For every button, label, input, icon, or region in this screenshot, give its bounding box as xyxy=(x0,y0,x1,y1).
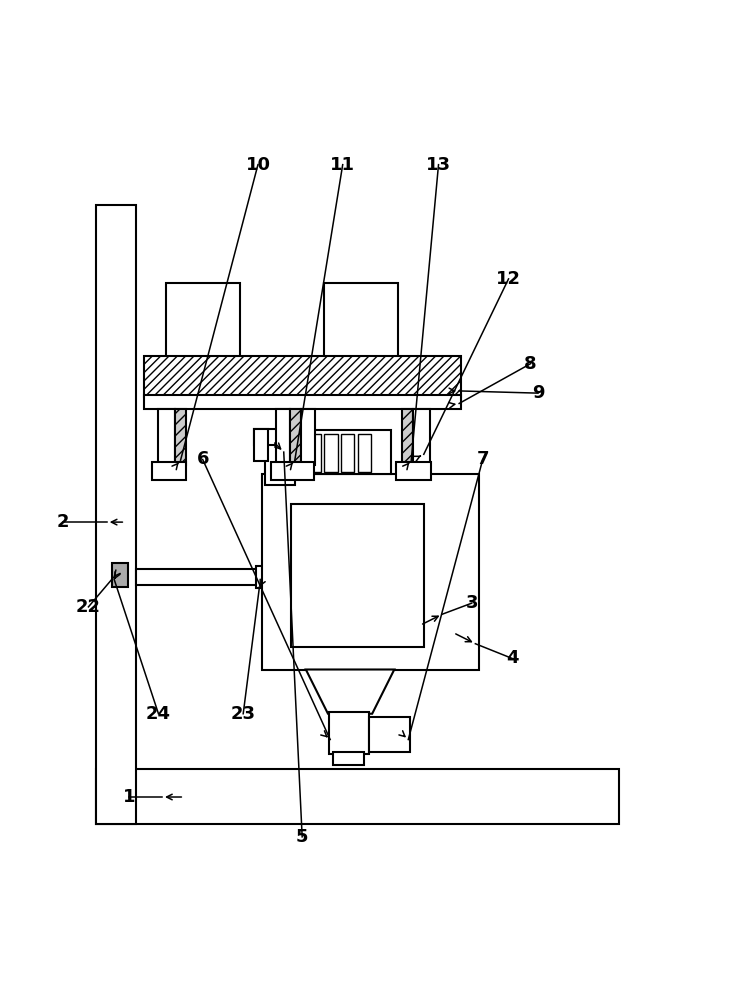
Bar xyxy=(290,409,301,465)
Text: 23: 23 xyxy=(231,705,256,723)
Text: 4: 4 xyxy=(506,649,518,667)
Bar xyxy=(291,504,424,647)
Bar xyxy=(306,430,391,474)
Bar xyxy=(271,462,314,480)
Text: 6: 6 xyxy=(197,450,209,468)
Bar xyxy=(262,474,479,670)
Bar xyxy=(324,283,398,360)
Bar xyxy=(413,409,430,465)
Text: 1: 1 xyxy=(123,788,135,806)
Bar xyxy=(265,434,295,485)
Bar xyxy=(329,712,369,754)
Bar xyxy=(333,752,364,765)
Text: 2: 2 xyxy=(57,513,69,531)
Text: 7: 7 xyxy=(477,450,489,468)
Bar xyxy=(402,409,413,465)
Bar xyxy=(301,409,315,465)
Bar xyxy=(276,409,290,465)
Bar xyxy=(256,566,268,588)
Bar xyxy=(358,434,371,472)
Bar xyxy=(96,205,136,824)
Text: 9: 9 xyxy=(532,384,544,402)
Text: 10: 10 xyxy=(245,156,270,174)
Bar xyxy=(144,395,461,409)
Bar xyxy=(158,409,175,465)
Polygon shape xyxy=(306,670,394,714)
Bar xyxy=(152,462,186,480)
Bar xyxy=(324,434,338,472)
Text: 12: 12 xyxy=(496,270,521,288)
Bar xyxy=(254,429,298,445)
Text: 5: 5 xyxy=(296,828,308,846)
Bar xyxy=(254,429,268,461)
Bar xyxy=(144,356,461,397)
Text: 11: 11 xyxy=(330,156,355,174)
Text: 3: 3 xyxy=(466,594,478,612)
Bar xyxy=(369,717,410,752)
Bar xyxy=(96,769,619,824)
Text: 8: 8 xyxy=(524,355,537,373)
Bar xyxy=(166,283,240,360)
Bar xyxy=(396,462,431,480)
Bar xyxy=(136,569,287,585)
Bar xyxy=(341,434,354,472)
Text: 22: 22 xyxy=(76,598,101,616)
Text: 13: 13 xyxy=(426,156,451,174)
Text: 24: 24 xyxy=(146,705,171,723)
Bar xyxy=(112,563,128,587)
Bar xyxy=(175,409,186,465)
Bar xyxy=(307,434,321,472)
